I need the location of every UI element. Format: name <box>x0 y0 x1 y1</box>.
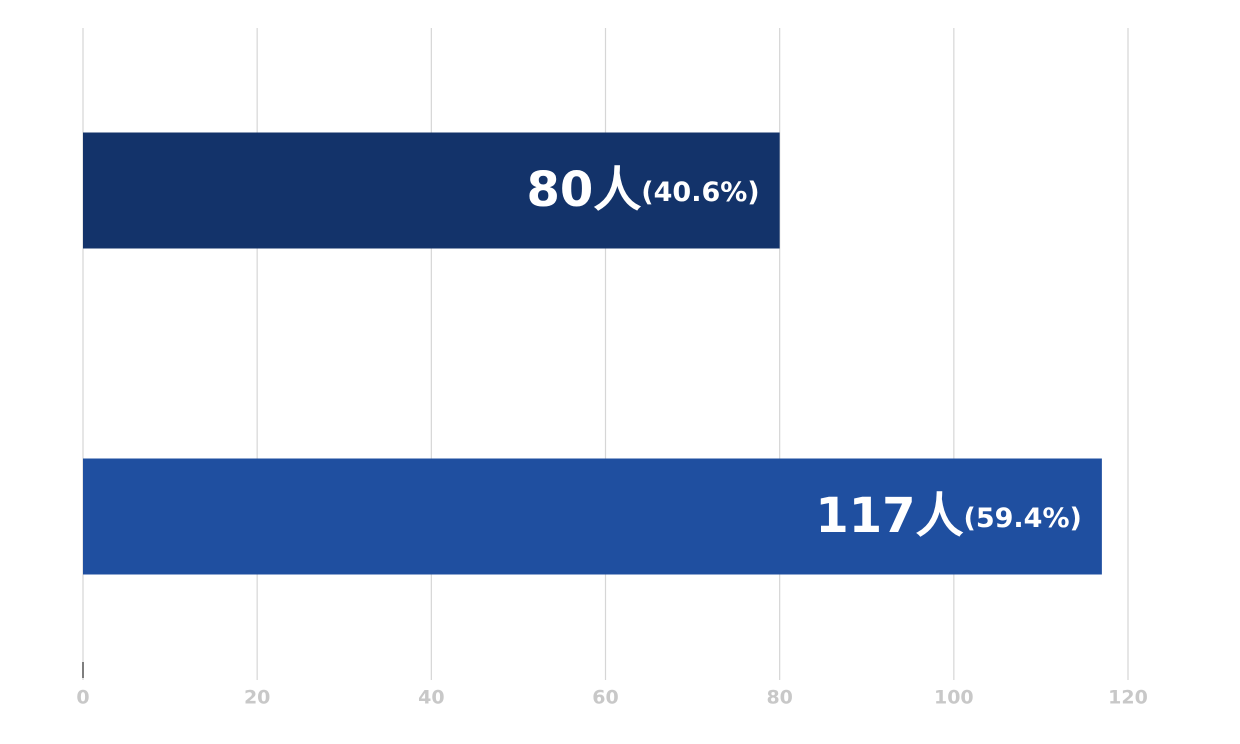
x-tick-label: 20 <box>244 687 270 709</box>
value-label: 80人(40.6%) <box>526 162 759 218</box>
bar <box>83 458 1102 575</box>
value-label: 117人(59.4%) <box>815 488 1082 544</box>
x-tick-label: 100 <box>934 687 974 709</box>
x-tick-label: 40 <box>418 687 444 709</box>
bar <box>83 132 780 249</box>
x-tick-label: 0 <box>76 687 89 709</box>
x-tick-label: 120 <box>1108 687 1148 709</box>
x-tick-label: 80 <box>766 687 792 709</box>
x-tick-label: 60 <box>592 687 618 709</box>
